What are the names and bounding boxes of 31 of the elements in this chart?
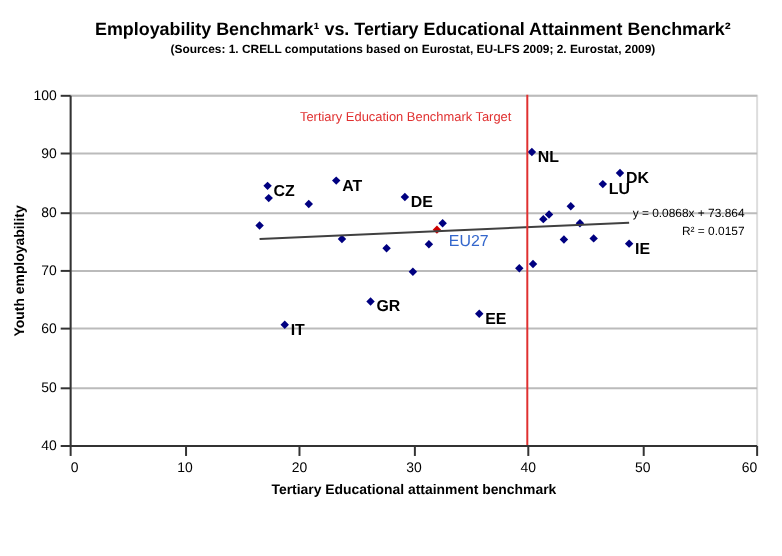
point: [598, 179, 608, 189]
series-label: EU27: [448, 231, 490, 250]
annotation: IE: [635, 239, 651, 258]
point: [528, 259, 538, 269]
point: [424, 240, 434, 249]
point: [264, 193, 273, 203]
annotation: AT: [342, 176, 363, 195]
annotation: DK: [625, 168, 650, 187]
point: [615, 168, 625, 178]
point: [589, 234, 598, 243]
annotation: LU: [608, 180, 631, 199]
point: [280, 320, 289, 329]
point: [382, 244, 391, 253]
point: [332, 176, 341, 185]
annotation: CZ: [273, 181, 296, 200]
point: [255, 221, 264, 230]
annotation: DE: [410, 192, 433, 211]
annotation: EE: [485, 309, 507, 328]
annotation: GR: [376, 297, 401, 316]
annotation: IT: [290, 320, 306, 339]
annotation: NL: [537, 147, 560, 166]
point: [515, 263, 524, 273]
point: [366, 297, 375, 306]
point: [304, 199, 313, 209]
point: [438, 219, 447, 228]
chart-title: Employability Benchmark¹ vs. Tertiary Educational Attainment Benchmark²: [95, 19, 731, 40]
point: [400, 192, 410, 202]
point: [539, 214, 548, 224]
point: [527, 147, 537, 157]
point: [566, 202, 575, 211]
point: [475, 309, 484, 318]
